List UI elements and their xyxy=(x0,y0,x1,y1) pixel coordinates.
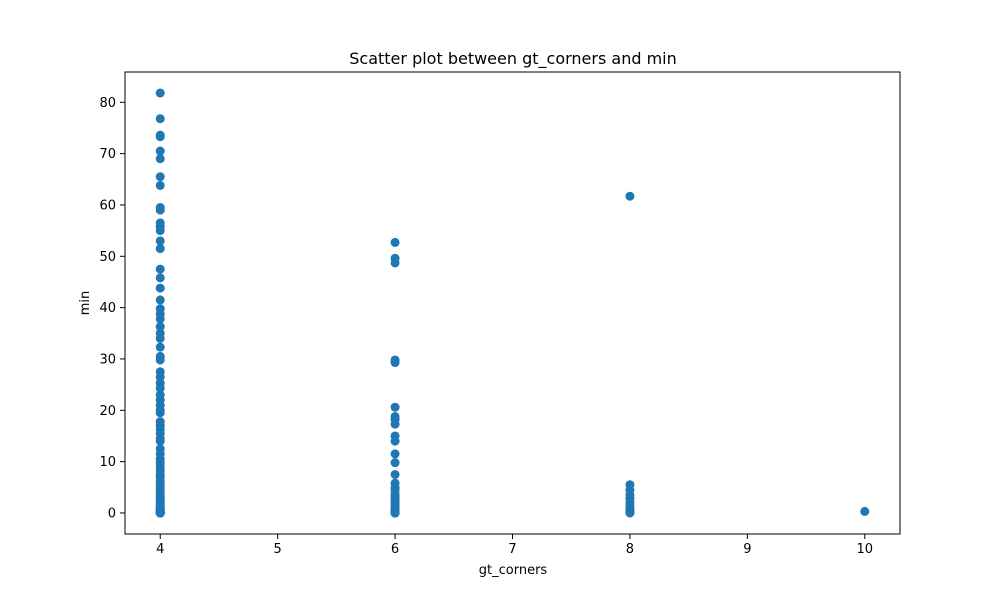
chart-title: Scatter plot between gt_corners and min xyxy=(349,49,677,69)
data-point xyxy=(155,146,165,156)
data-point xyxy=(390,419,400,429)
data-point xyxy=(155,372,165,382)
x-axis-ticks: 4 5 6 7 8 9 10 xyxy=(156,534,873,557)
y-tick-label: 10 xyxy=(99,455,116,470)
data-point xyxy=(390,358,400,368)
data-point xyxy=(155,283,165,293)
data-point xyxy=(155,226,165,236)
data-point xyxy=(390,469,400,479)
x-tick-label: 9 xyxy=(743,542,751,557)
y-axis-label: min xyxy=(78,291,93,316)
y-tick-label: 40 xyxy=(99,301,116,316)
data-point xyxy=(155,88,165,98)
data-point xyxy=(625,508,635,518)
data-point xyxy=(390,508,400,518)
data-point xyxy=(155,205,165,215)
y-tick-label: 30 xyxy=(99,352,116,367)
data-point xyxy=(155,314,165,324)
data-point xyxy=(155,295,165,305)
x-tick-label: 6 xyxy=(391,542,399,557)
data-point xyxy=(155,273,165,283)
data-point xyxy=(390,458,400,468)
data-point xyxy=(155,333,165,343)
data-point xyxy=(155,436,165,446)
y-tick-label: 20 xyxy=(99,404,116,419)
data-point xyxy=(155,132,165,142)
x-tick-label: 8 xyxy=(626,542,634,557)
data-point xyxy=(155,342,165,352)
y-tick-label: 50 xyxy=(99,250,116,265)
data-point xyxy=(390,237,400,247)
data-point xyxy=(390,449,400,459)
y-axis-ticks: 0 10 20 30 40 50 60 70 80 xyxy=(99,96,125,521)
data-points xyxy=(155,88,870,518)
data-point xyxy=(155,264,165,274)
y-tick-label: 80 xyxy=(99,96,116,111)
x-tick-label: 4 xyxy=(156,542,164,557)
data-point xyxy=(155,383,165,393)
x-tick-label: 7 xyxy=(508,542,516,557)
data-point xyxy=(155,322,165,332)
y-tick-label: 70 xyxy=(99,147,116,162)
data-point xyxy=(625,191,635,201)
data-point xyxy=(155,236,165,246)
data-point xyxy=(155,508,165,518)
y-tick-label: 60 xyxy=(99,198,116,213)
data-point xyxy=(155,244,165,254)
y-tick-label: 0 xyxy=(108,506,116,521)
data-point xyxy=(155,355,165,365)
data-point xyxy=(390,402,400,412)
data-point xyxy=(390,436,400,446)
data-point xyxy=(155,114,165,124)
data-point xyxy=(155,154,165,164)
data-point xyxy=(155,172,165,182)
x-tick-label: 5 xyxy=(274,542,282,557)
x-tick-label: 10 xyxy=(856,542,873,557)
data-point xyxy=(390,258,400,268)
data-point xyxy=(860,506,870,516)
data-point xyxy=(155,180,165,190)
x-axis-label: gt_corners xyxy=(479,563,548,578)
data-point xyxy=(155,408,165,418)
